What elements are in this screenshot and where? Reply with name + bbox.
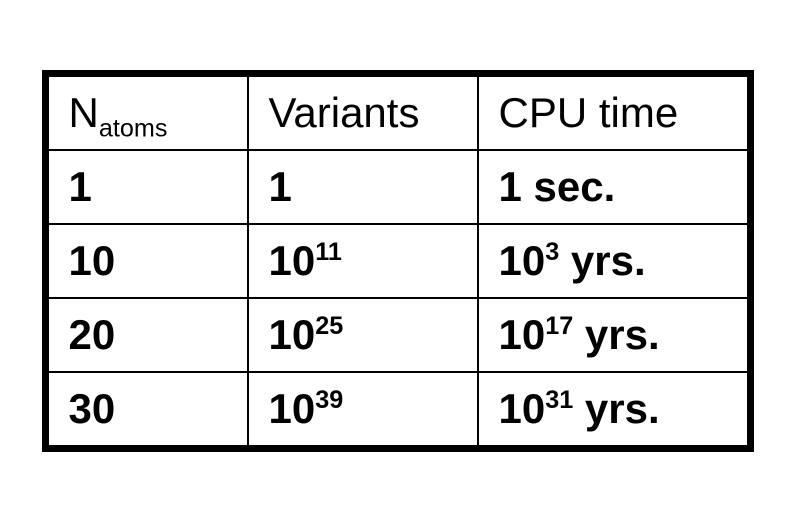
cell-atoms: 20 xyxy=(48,298,248,372)
cell-atoms: 1 xyxy=(48,150,248,224)
table-row: 30 1039 1031 yrs. xyxy=(48,372,748,446)
complexity-table-container: Natoms Variants CPU time 1 1 1 sec. 10 1… xyxy=(42,70,754,452)
header-cpu: CPU time xyxy=(478,76,748,150)
value-exp: 25 xyxy=(315,312,343,340)
value-exp: 11 xyxy=(315,238,342,266)
table-row: 20 1025 1017 yrs. xyxy=(48,298,748,372)
value-base: 10 xyxy=(499,385,546,432)
cell-variants: 1 xyxy=(248,150,478,224)
table-row: 1 1 1 sec. xyxy=(48,150,748,224)
table-row: 10 1011 103 yrs. xyxy=(48,224,748,298)
value-suffix: yrs. xyxy=(559,237,645,284)
cell-cpu: 1031 yrs. xyxy=(478,372,748,446)
table-header-row: Natoms Variants CPU time xyxy=(48,76,748,150)
header-atoms: Natoms xyxy=(48,76,248,150)
value-exp: 17 xyxy=(545,312,573,340)
header-atoms-sub: atoms xyxy=(99,114,168,142)
value-base: 10 xyxy=(499,237,546,284)
value-suffix: yrs. xyxy=(573,311,659,358)
value-base: 10 xyxy=(499,311,546,358)
header-atoms-base: N xyxy=(69,89,99,136)
cell-variants: 1011 xyxy=(248,224,478,298)
value-base: 10 xyxy=(269,311,316,358)
cell-cpu: 1017 yrs. xyxy=(478,298,748,372)
complexity-table: Natoms Variants CPU time 1 1 1 sec. 10 1… xyxy=(47,75,749,447)
cell-atoms: 10 xyxy=(48,224,248,298)
value-base: 10 xyxy=(269,237,316,284)
header-variants: Variants xyxy=(248,76,478,150)
cell-cpu: 1 sec. xyxy=(478,150,748,224)
cell-variants: 1039 xyxy=(248,372,478,446)
value-suffix: yrs. xyxy=(573,385,659,432)
value-exp: 39 xyxy=(315,386,343,414)
cell-cpu: 103 yrs. xyxy=(478,224,748,298)
value-exp: 3 xyxy=(545,238,559,266)
cell-atoms: 30 xyxy=(48,372,248,446)
value-exp: 31 xyxy=(545,386,573,414)
cell-variants: 1025 xyxy=(248,298,478,372)
value-base: 10 xyxy=(269,385,316,432)
